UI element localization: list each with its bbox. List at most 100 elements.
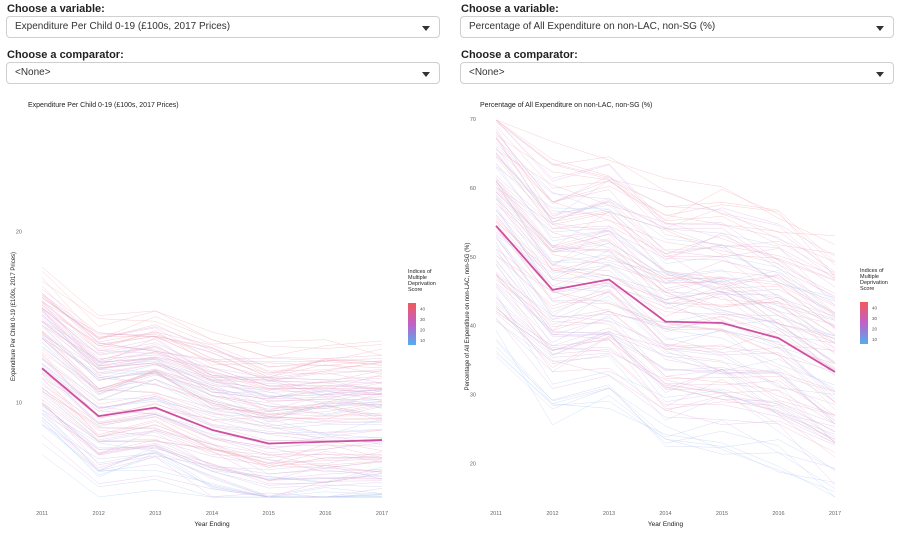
area-line <box>495 203 836 369</box>
area-line <box>41 391 383 468</box>
area-line <box>41 413 383 498</box>
area-line <box>495 306 836 458</box>
area-line <box>495 340 836 498</box>
area-line <box>41 314 383 405</box>
area-line <box>41 345 383 436</box>
area-line <box>495 263 836 417</box>
area-line <box>41 424 383 498</box>
x-tick-label: 2016 <box>319 511 331 517</box>
area-line <box>495 197 836 355</box>
area-line <box>495 125 836 278</box>
area-line <box>495 191 836 337</box>
comparator-select[interactable]: <None> <box>6 62 440 84</box>
y-tick-label: 20 <box>16 230 22 236</box>
area-line <box>495 135 836 254</box>
area-line <box>495 293 836 471</box>
area-line <box>41 409 383 489</box>
chart-title: Percentage of All Expenditure on non-LAC… <box>480 102 652 109</box>
area-line <box>495 119 836 266</box>
area-line <box>41 443 382 498</box>
legend-tick-label: 20 <box>872 326 878 331</box>
area-line <box>495 255 836 410</box>
area-line <box>41 294 383 378</box>
area-line <box>41 409 383 483</box>
legend-tick-label: 30 <box>420 317 426 322</box>
area-line <box>495 248 836 395</box>
legend-tick-label: 10 <box>872 337 878 342</box>
area-line <box>41 363 383 445</box>
area-line <box>41 404 383 479</box>
area-line <box>495 350 836 483</box>
chevron-down-icon <box>422 72 430 77</box>
area-line <box>495 119 836 257</box>
area-line <box>495 198 836 335</box>
area-line <box>495 319 836 432</box>
area-line <box>495 346 836 470</box>
area-line <box>495 153 836 314</box>
area-line <box>41 281 383 356</box>
area-line <box>41 333 383 420</box>
x-tick-label: 2012 <box>93 511 105 517</box>
area-line <box>495 181 836 340</box>
variable-select[interactable]: Percentage of All Expenditure on non-LAC… <box>460 16 894 38</box>
area-line <box>41 424 383 497</box>
area-line <box>495 285 836 419</box>
area-line <box>41 369 383 451</box>
area-line <box>41 387 383 468</box>
area-line <box>41 322 383 397</box>
area-line <box>495 225 836 365</box>
area-line <box>495 242 836 392</box>
x-tick-label: 2011 <box>490 511 502 517</box>
area-line <box>495 237 836 369</box>
area-line <box>495 279 836 424</box>
area-line <box>41 307 383 390</box>
area-line <box>41 413 383 498</box>
area-line <box>41 324 383 408</box>
area-line <box>495 142 836 273</box>
variable-select[interactable]: Expenditure Per Child 0-19 (£100s, 2017 … <box>6 16 440 38</box>
area-line <box>41 302 383 379</box>
x-tick-label: 2015 <box>263 511 275 517</box>
area-line <box>495 282 836 438</box>
y-tick-label: 60 <box>470 186 476 192</box>
area-line <box>41 320 383 394</box>
area-line <box>495 259 836 405</box>
area-line <box>41 399 383 481</box>
highlight-line <box>41 367 383 445</box>
variable-select-value: Percentage of All Expenditure on non-LAC… <box>469 21 716 32</box>
area-line <box>495 131 836 263</box>
area-line <box>495 274 836 443</box>
area-line <box>495 156 836 329</box>
area-line <box>41 309 383 387</box>
legend: Indices of Multiple Deprivation Score 40 30 20… <box>860 268 888 344</box>
area-line <box>41 300 383 383</box>
area-line <box>495 136 836 281</box>
area-line <box>495 264 836 425</box>
area-line <box>495 180 836 320</box>
legend-tick-label: 20 <box>420 327 426 332</box>
area-line <box>495 215 836 349</box>
area-line <box>41 403 383 484</box>
area-line <box>41 381 383 475</box>
area-line <box>41 405 383 482</box>
legend-tick-label: 30 <box>872 316 878 321</box>
area-line <box>495 273 836 416</box>
area-line <box>41 387 383 466</box>
area-line <box>495 273 836 422</box>
area-line <box>41 288 383 365</box>
area-line <box>495 119 836 236</box>
area-line <box>495 175 836 317</box>
area-line <box>495 199 836 362</box>
area-line <box>495 210 836 353</box>
area-line <box>41 368 383 447</box>
x-tick-label: 2011 <box>36 511 48 517</box>
area-line <box>495 338 836 469</box>
area-line <box>495 356 836 498</box>
area-line <box>41 388 383 466</box>
area-line <box>495 128 836 294</box>
comparator-select[interactable]: <None> <box>460 62 894 84</box>
area-line <box>41 423 383 498</box>
area-line <box>41 389 383 465</box>
legend-colorbar <box>408 303 416 345</box>
area-line <box>41 292 383 374</box>
